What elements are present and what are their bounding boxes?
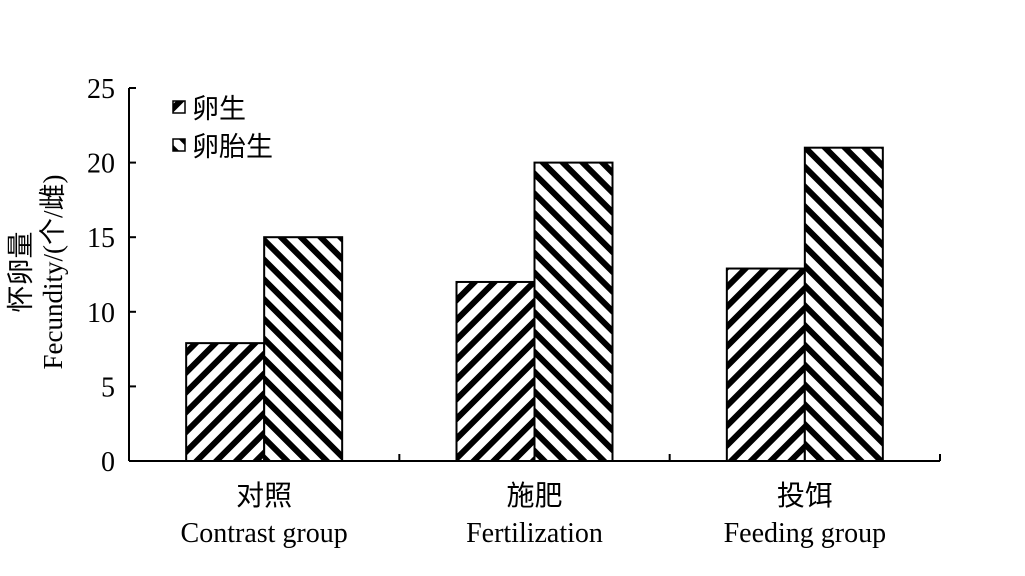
y-tick-label: 10 xyxy=(87,298,115,329)
bar-oviparous-1 xyxy=(455,280,536,462)
y-tick-label: 25 xyxy=(87,74,115,105)
x-label-en: Feeding group xyxy=(724,518,887,549)
y-ticks: 0 5 10 15 20 25 xyxy=(87,74,136,478)
legend-label-oviparous: 卵生 xyxy=(192,94,246,124)
bar-oviparous-0 xyxy=(185,342,266,462)
legend: 卵生 卵胎生 xyxy=(172,94,273,162)
bar-ovoviviparous-1 xyxy=(533,161,614,462)
bars xyxy=(185,146,884,463)
legend-item-oviparous: 卵生 xyxy=(172,94,246,124)
legend-item-ovoviviparous: 卵胎生 xyxy=(172,132,273,162)
legend-swatch-oviparous xyxy=(172,100,186,114)
legend-swatch-ovoviviparous xyxy=(172,138,186,152)
x-label-en: Fertilization xyxy=(466,518,603,549)
x-label-cn: 施肥 xyxy=(506,480,562,512)
y-tick-label: 0 xyxy=(101,447,115,478)
y-tick-label: 5 xyxy=(101,372,115,403)
bar-oviparous-2 xyxy=(725,267,806,463)
bar-ovoviviparous-2 xyxy=(803,146,884,462)
y-tick-label: 15 xyxy=(87,223,115,254)
x-label-en: Contrast group xyxy=(181,518,348,549)
x-labels: 对照 Contrast group 施肥 Fertilization 投饵 Feeding… xyxy=(181,480,887,549)
legend-label-ovoviviparous: 卵胎生 xyxy=(192,132,273,162)
y-tick-label: 20 xyxy=(87,149,115,180)
y-axis-title-cn: 怀卵量 xyxy=(6,232,36,313)
y-axis-title-en: Fecundity/(个/雌) xyxy=(38,175,68,370)
bar-ovoviviparous-0 xyxy=(263,236,344,462)
x-label-cn: 投饵 xyxy=(777,480,833,512)
x-label-cn: 对照 xyxy=(236,480,292,512)
